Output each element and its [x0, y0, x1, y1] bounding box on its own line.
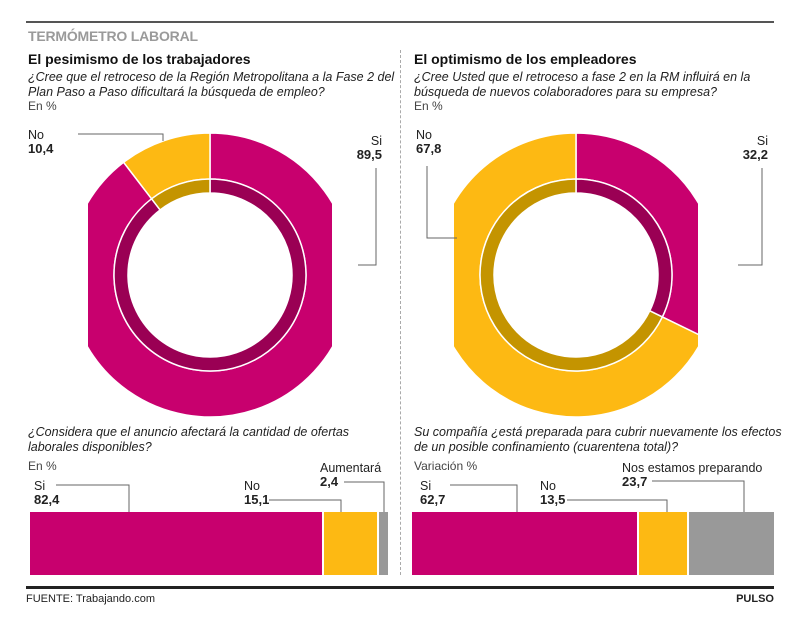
leader-line-no [78, 133, 164, 141]
label-value: 13,5 [540, 492, 566, 507]
label-value: 2,4 [320, 474, 339, 489]
label-name: No [540, 479, 556, 493]
donut-question: ¿Cree Usted que el retroceso a fase 2 en… [414, 70, 751, 99]
leader-line-bar-si [450, 484, 518, 512]
leader-lines [426, 166, 763, 512]
donut-slice-inner-no [479, 178, 664, 372]
label-name: Si [34, 479, 46, 493]
label-name: No [244, 479, 260, 493]
top-rule [26, 21, 774, 23]
leader-line-bar-aumentara [344, 481, 385, 512]
leader-line-bar-no [567, 499, 668, 512]
bar-label-preparando: Nos estamos preparando 23,7 [622, 461, 762, 489]
column-divider [400, 50, 401, 575]
donut-slice-inner-si [113, 178, 307, 372]
label-name: No [416, 128, 432, 142]
donut-title: El optimismo de los empleadores [414, 51, 637, 67]
donut-label-no: No 10,4 [28, 128, 53, 156]
brand-logo: PULSO [736, 593, 774, 605]
label-value: 67,8 [416, 141, 442, 156]
donut-unit: En % [28, 99, 57, 113]
donut-question: ¿Cree que el retroceso de la Región Metr… [28, 70, 395, 99]
label-name: Si [420, 479, 432, 493]
label-name: Si [370, 134, 382, 148]
bar-segment-no [323, 512, 378, 575]
donut-label-si: Si 32,2 [726, 134, 768, 162]
donut-label-no: No 67,8 [416, 128, 441, 156]
bar-segment-no [638, 512, 688, 575]
label-value: 89,5 [356, 147, 382, 162]
panel-employers: El optimismo de los empleadores ¿Cree Us… [412, 0, 784, 580]
label-name: Aumentará [320, 461, 382, 475]
label-name: Si [756, 134, 768, 148]
donut-unit: En % [414, 99, 443, 113]
bar-label-no: No 15,1 [244, 479, 269, 507]
donut-chart [88, 133, 332, 418]
leader-line-no [426, 166, 457, 239]
bar-unit: En % [28, 459, 57, 473]
bar-question: Su compañía ¿está preparada para cubrir … [414, 425, 782, 454]
bar-question: ¿Considera que el anuncio afectará la ca… [28, 425, 350, 454]
donut-chart [454, 133, 698, 418]
label-value: 10,4 [28, 141, 54, 156]
label-value: 23,7 [622, 474, 648, 489]
panel-workers: El pesimismo de los trabajadores ¿Cree q… [26, 0, 398, 580]
leader-line-bar-si [56, 484, 130, 512]
label-value: 62,7 [420, 492, 446, 507]
bar-segment-si [30, 512, 322, 575]
bar-label-aumentara: Aumentará 2,4 [320, 461, 381, 489]
bar-segment-nos-estamos-preparando [689, 512, 774, 575]
leader-line-bar-no [269, 499, 342, 512]
bar-unit: Variación % [414, 459, 478, 473]
source-note: FUENTE: Trabajando.com [26, 593, 155, 605]
bar-segment-aumentará [379, 512, 388, 575]
bottom-rule [26, 586, 774, 589]
label-name: Nos estamos preparando [622, 461, 763, 475]
stacked-bar [412, 512, 774, 575]
bar-label-no: No 13,5 [540, 479, 565, 507]
donut-slice-inner-no [150, 178, 211, 211]
label-value: 15,1 [244, 492, 270, 507]
bar-segment-si [412, 512, 637, 575]
label-value: 32,2 [742, 147, 768, 162]
label-value: 82,4 [34, 492, 60, 507]
bar-label-si: Si 62,7 [420, 479, 445, 507]
kicker: TERMÓMETRO LABORAL [28, 28, 198, 44]
label-name: No [28, 128, 44, 142]
donut-label-si: Si 89,5 [350, 134, 382, 162]
leader-lines [56, 133, 385, 512]
leader-line-si [738, 168, 763, 266]
bar-label-si: Si 82,4 [34, 479, 59, 507]
leader-line-si [358, 168, 377, 266]
donut-title: El pesimismo de los trabajadores [28, 51, 251, 67]
leader-line-bar-preparando [652, 480, 745, 512]
stacked-bar [30, 512, 388, 575]
